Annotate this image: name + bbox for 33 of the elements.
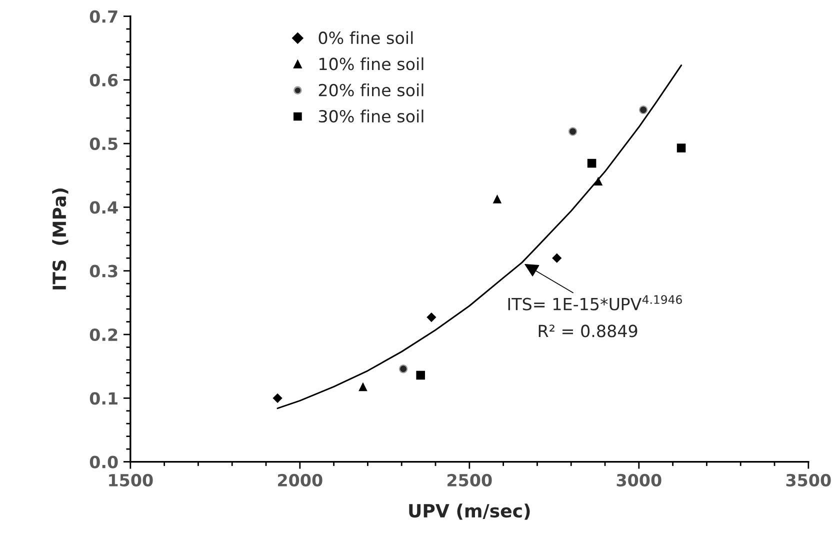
y-tick-label: 0.5: [90, 138, 118, 150]
x-tick-label: 2500: [448, 474, 492, 486]
annotation: R² = 0.8849: [538, 324, 638, 338]
point: [492, 194, 502, 204]
point: [272, 393, 282, 403]
y-tick-label: 0.2: [90, 328, 118, 342]
y-axis-title: ITS (MPa): [52, 188, 68, 290]
point: [398, 364, 408, 374]
legend-label: 30% fine soil: [318, 110, 424, 123]
y-tick-label: 0.0: [90, 456, 118, 468]
annotation: ITS= 1E-15*UPV$^{4.1946}$: [508, 295, 682, 310]
x-tick-label: 2000: [278, 474, 322, 486]
point: [416, 370, 425, 380]
x-tick-label: 3500: [786, 474, 831, 486]
point: [358, 382, 368, 392]
point: [552, 253, 562, 263]
y-tick-label: 0.6: [90, 74, 118, 86]
point: [587, 158, 596, 168]
y-tick-label: 0.4: [90, 201, 118, 214]
point: [638, 105, 648, 114]
y-tick-label: 0.3: [90, 264, 118, 278]
point: [568, 127, 578, 136]
x-tick-label: 1500: [109, 474, 153, 486]
legend-label: 0% fine soil: [318, 31, 413, 44]
point: [594, 176, 603, 186]
legend-label: 20% fine soil: [318, 84, 424, 96]
x-axis-title: UPV (m/sec): [409, 504, 530, 520]
y-tick-label: 0.1: [90, 392, 118, 405]
y-tick-label: 0.7: [90, 10, 118, 23]
legend-label: 10% fine soil: [320, 57, 424, 70]
x-tick-label: 3000: [616, 474, 662, 486]
point: [426, 312, 436, 322]
point: [676, 144, 686, 152]
